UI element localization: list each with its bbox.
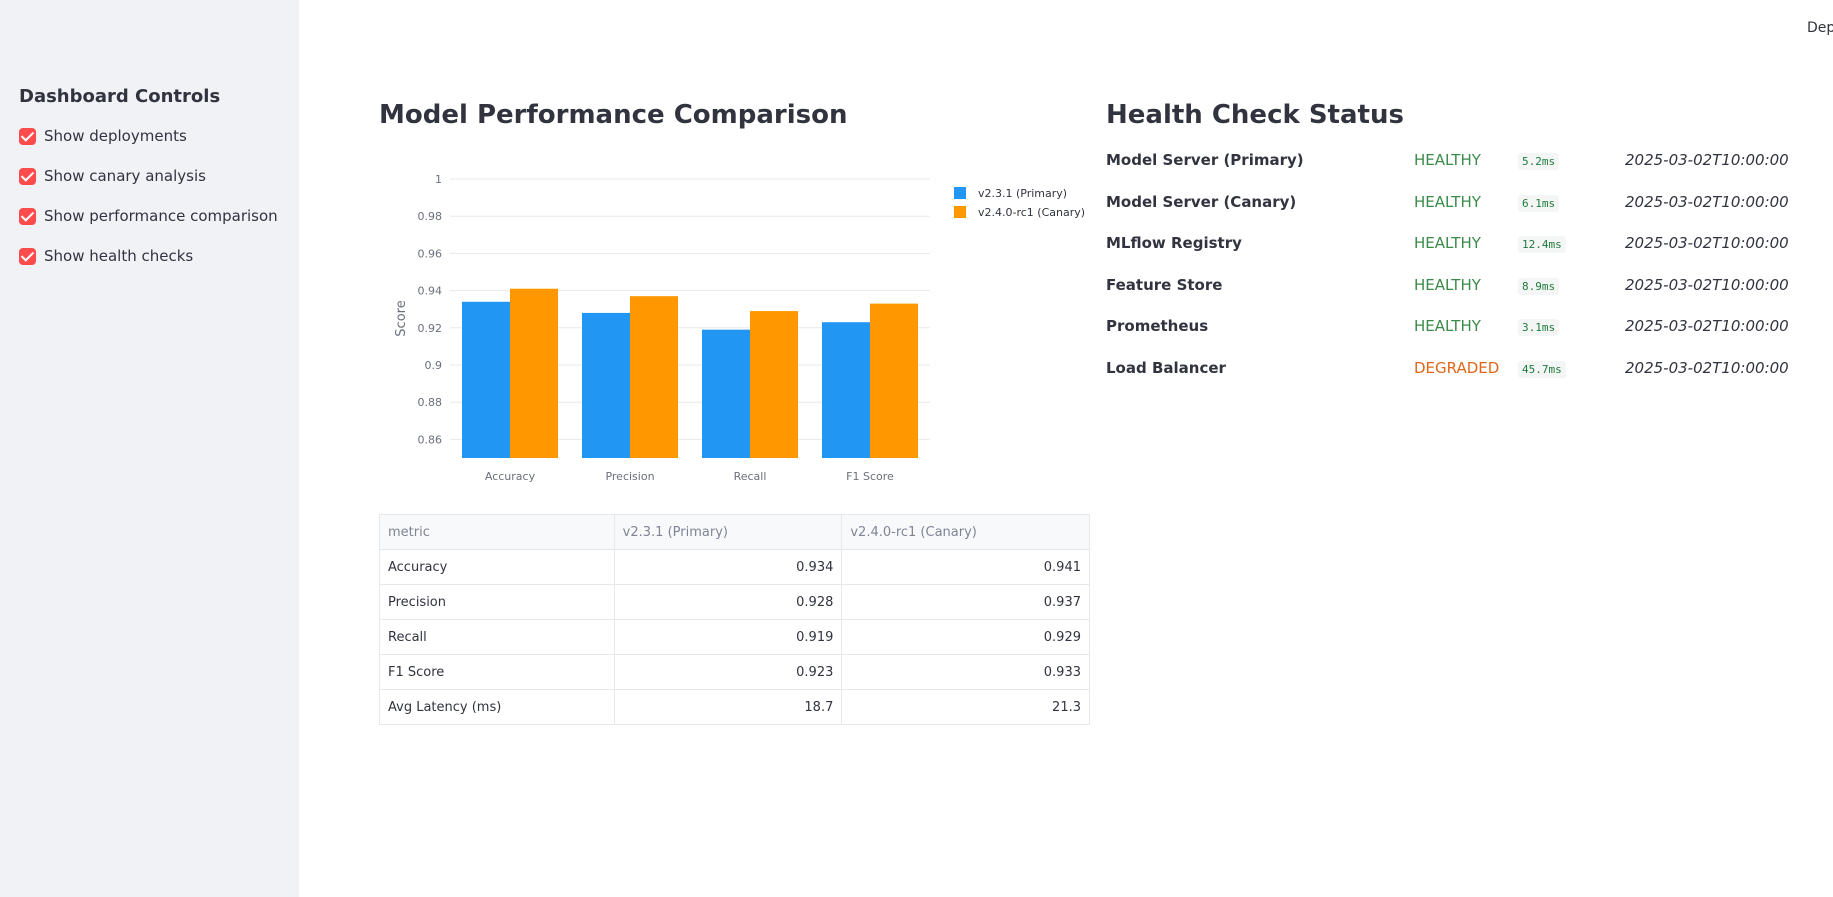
checkbox-label[interactable]: Show deployments [44,127,187,145]
chart: 0.86 0.88 0.9 0.92 0.94 0.96 0.98 1 Score Accurac… [394,173,1085,483]
menu-text[interactable]: Depl [1807,20,1833,36]
legend-label: v2.4.0-rc1 (Canary) [978,206,1085,219]
y-tick-label: 0.86 [418,433,443,446]
checkbox[interactable] [19,208,36,225]
x-tick-label: Recall [734,470,767,483]
y-tick-label: 0.98 [418,210,443,223]
y-tick-label: 0.96 [418,247,443,260]
table-cell: F1 Score [379,654,615,690]
checkbox-label[interactable]: Show health checks [44,247,194,265]
bar [870,303,918,458]
latency: 8.9ms [1518,277,1560,295]
table-cell: 21.3 [841,689,1090,725]
service-name: Prometheus [1106,317,1209,336]
legend-swatch [954,206,966,218]
table-cell: 0.929 [841,619,1090,655]
table-cell: Precision [379,584,615,620]
x-tick-label: F1 Score [846,470,894,483]
checkbox[interactable] [19,168,36,185]
checkbox[interactable] [19,248,36,265]
x-tick-label: Accuracy [485,470,536,483]
table-cell: 0.934 [613,549,843,585]
table-cell: Accuracy [379,549,615,585]
y-axis-label: Score [394,300,409,336]
legend-swatch [954,187,966,199]
bar [462,301,510,458]
y-tick-label: 0.88 [418,396,443,409]
table-cell: 18.7 [613,689,843,725]
column-header[interactable]: v2.3.1 (Primary) [613,514,843,550]
bar [582,312,630,458]
table-cell: 0.937 [841,584,1090,620]
timestamp: 2025-03-02T10:00:00 [1625,192,1789,211]
table-row: Precision 0.928 0.937 [379,584,1090,620]
service-name: Load Balancer [1106,359,1226,377]
bar [702,329,750,458]
status: DEGRADED [1414,359,1500,377]
timestamp: 2025-03-02T10:00:00 [1625,234,1789,253]
bar [822,322,870,458]
table-row: Avg Latency (ms) 18.7 21.3 [379,689,1090,725]
checkbox[interactable] [19,128,36,145]
y-tick-label: 0.94 [418,285,443,298]
table-row: Accuracy 0.934 0.941 [379,549,1090,585]
table-cell: Avg Latency (ms) [379,689,615,725]
table-cell: 0.928 [613,584,843,620]
table-cell: Recall [379,619,615,655]
table-cell: 0.923 [613,654,843,690]
sidebar-title: Dashboard Controls [19,86,221,107]
column-header[interactable]: v2.4.0-rc1 (Canary) [841,514,1090,550]
timestamp: 2025-03-02T10:00:00 [1625,275,1789,294]
y-tick-label: 0.92 [418,322,443,335]
table-header: metric v2.3.1 (Primary) v2.4.0-rc1 (Canary… [379,514,1090,550]
service-name: Model Server (Canary) [1106,192,1297,211]
table-row: Recall 0.919 0.929 [379,619,1090,655]
status: HEALTHY [1414,192,1481,211]
latency: 12.4ms [1518,236,1566,254]
latency: 6.1ms [1518,194,1560,212]
timestamp: 2025-03-02T10:00:00 [1625,359,1789,377]
table-cell: 0.941 [841,549,1090,585]
status: HEALTHY [1414,151,1481,169]
status: HEALTHY [1414,234,1481,253]
service-name: Model Server (Primary) [1106,151,1304,169]
table-cell: 0.919 [613,619,843,655]
latency: 45.7ms [1518,361,1566,378]
timestamp: 2025-03-02T10:00:00 [1625,317,1789,336]
status: HEALTHY [1414,317,1481,336]
table-cell: 0.933 [841,654,1090,690]
table-row: F1 Score 0.923 0.933 [379,654,1090,690]
checkbox-label[interactable]: Show performance comparison [44,207,278,225]
bar [510,288,558,458]
bar [750,311,798,458]
timestamp: 2025-03-02T10:00:00 [1625,151,1789,169]
checkbox-label[interactable]: Show canary analysis [44,167,206,185]
service-name: MLflow Registry [1106,234,1242,253]
data-table: metric v2.3.1 (Primary) v2.4.0-rc1 (Canary… [379,514,1090,725]
column-header[interactable]: metric [379,514,615,550]
section-title: Health Check Status [1106,100,1404,130]
bar [630,296,678,458]
y-tick-label: 1 [435,173,442,186]
service-name: Feature Store [1106,275,1223,294]
latency: 3.1ms [1518,319,1560,337]
latency: 5.2ms [1518,153,1560,170]
x-tick-label: Precision [605,470,654,483]
section-title: Model Performance Comparison [379,100,848,130]
sidebar: Dashboard Controls Show deployments Show … [0,0,299,897]
status: HEALTHY [1414,275,1481,294]
y-tick-label: 0.9 [425,359,443,372]
legend-label: v2.3.1 (Primary) [978,187,1067,200]
